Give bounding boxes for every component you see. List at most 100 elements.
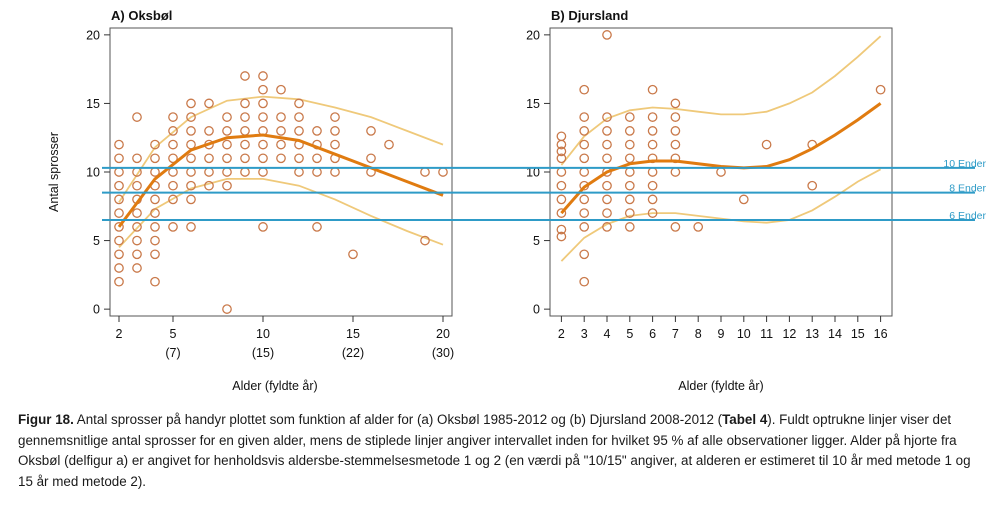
data-point bbox=[294, 112, 304, 122]
x-axis-label: Alder (fyldte år) bbox=[232, 379, 317, 393]
data-point bbox=[186, 222, 196, 232]
data-point bbox=[114, 194, 124, 205]
data-point bbox=[186, 98, 196, 109]
data-point bbox=[204, 126, 214, 136]
data-point bbox=[150, 208, 160, 218]
caption-lead: Figur 18. bbox=[18, 412, 74, 427]
reference-line-label: 10 Ender bbox=[943, 158, 986, 170]
data-point bbox=[132, 263, 142, 273]
data-point bbox=[240, 139, 250, 150]
x-axis-label: Alder (fyldte år) bbox=[678, 379, 763, 393]
x-tick-label: 16 bbox=[874, 327, 888, 341]
data-point bbox=[258, 222, 268, 232]
mean-line bbox=[560, 102, 882, 215]
data-point bbox=[240, 112, 250, 122]
data-point bbox=[670, 98, 681, 109]
x-tick-label: 5 bbox=[170, 327, 177, 341]
data-point bbox=[114, 139, 124, 150]
data-point bbox=[647, 167, 658, 177]
x-tick-label-secondary: (7) bbox=[165, 346, 180, 360]
data-point bbox=[807, 180, 818, 191]
x-tick-label: 4 bbox=[604, 327, 611, 341]
data-point bbox=[258, 153, 268, 164]
data-point bbox=[132, 249, 142, 260]
data-point bbox=[624, 139, 635, 150]
data-point bbox=[624, 153, 635, 164]
data-point bbox=[670, 222, 681, 232]
data-point bbox=[114, 167, 124, 177]
y-tick-label: 20 bbox=[86, 28, 100, 42]
caption-text-1: Antal sprosser på handyr plottet som fun… bbox=[73, 412, 723, 427]
data-point bbox=[438, 167, 448, 177]
y-tick-label: 15 bbox=[526, 97, 540, 111]
data-point bbox=[670, 167, 681, 177]
data-point bbox=[258, 84, 268, 95]
data-point bbox=[624, 208, 635, 218]
data-point bbox=[366, 126, 376, 136]
data-point bbox=[132, 180, 142, 191]
data-point bbox=[312, 153, 322, 164]
data-point bbox=[330, 126, 340, 136]
data-point bbox=[602, 180, 612, 191]
data-point bbox=[186, 112, 196, 122]
data-point bbox=[556, 180, 567, 191]
data-point bbox=[556, 194, 567, 205]
data-point bbox=[168, 180, 178, 191]
data-point bbox=[624, 126, 635, 136]
data-point bbox=[647, 126, 658, 136]
data-point bbox=[204, 180, 214, 191]
data-point bbox=[579, 84, 590, 95]
data-point bbox=[579, 194, 590, 205]
x-tick-label: 5 bbox=[626, 327, 633, 341]
y-tick-label: 15 bbox=[86, 97, 100, 111]
data-point bbox=[150, 249, 160, 260]
data-point bbox=[556, 153, 567, 164]
data-point bbox=[114, 208, 124, 218]
data-point bbox=[602, 222, 612, 232]
data-point bbox=[761, 139, 772, 150]
data-point bbox=[647, 84, 658, 95]
data-point bbox=[114, 276, 124, 287]
data-point bbox=[132, 208, 142, 218]
data-point bbox=[602, 194, 612, 205]
y-tick-label: 0 bbox=[533, 303, 540, 317]
data-point bbox=[114, 249, 124, 260]
data-point bbox=[602, 153, 612, 164]
panel-title: A) Oksbøl bbox=[111, 8, 172, 23]
data-point bbox=[602, 126, 612, 136]
x-tick-label: 13 bbox=[805, 327, 819, 341]
data-point bbox=[168, 112, 178, 122]
data-point bbox=[186, 153, 196, 164]
data-point bbox=[168, 222, 178, 232]
data-point bbox=[312, 167, 322, 177]
x-tick-label: 15 bbox=[851, 327, 865, 341]
x-tick-label: 20 bbox=[436, 327, 450, 341]
data-point bbox=[204, 98, 214, 109]
data-point bbox=[384, 139, 394, 150]
data-point bbox=[222, 139, 232, 150]
data-point bbox=[420, 235, 430, 246]
data-point bbox=[716, 167, 726, 177]
data-point bbox=[670, 139, 681, 150]
data-point bbox=[647, 208, 658, 218]
data-point bbox=[168, 139, 178, 150]
data-point bbox=[150, 235, 160, 246]
data-point bbox=[168, 194, 178, 205]
data-point bbox=[556, 131, 567, 142]
x-tick-label-secondary: (22) bbox=[342, 346, 364, 360]
x-tick-label: 11 bbox=[760, 327, 773, 341]
data-point bbox=[647, 180, 658, 191]
data-point bbox=[348, 249, 358, 260]
data-point bbox=[240, 153, 250, 164]
data-point bbox=[240, 167, 250, 177]
lower-ci-line bbox=[118, 178, 444, 249]
data-point bbox=[602, 139, 612, 150]
data-point bbox=[240, 98, 250, 109]
data-point bbox=[150, 276, 160, 287]
data-point bbox=[258, 71, 268, 81]
data-point bbox=[556, 146, 567, 157]
y-tick-label: 10 bbox=[86, 166, 100, 180]
x-tick-label: 12 bbox=[782, 327, 796, 341]
